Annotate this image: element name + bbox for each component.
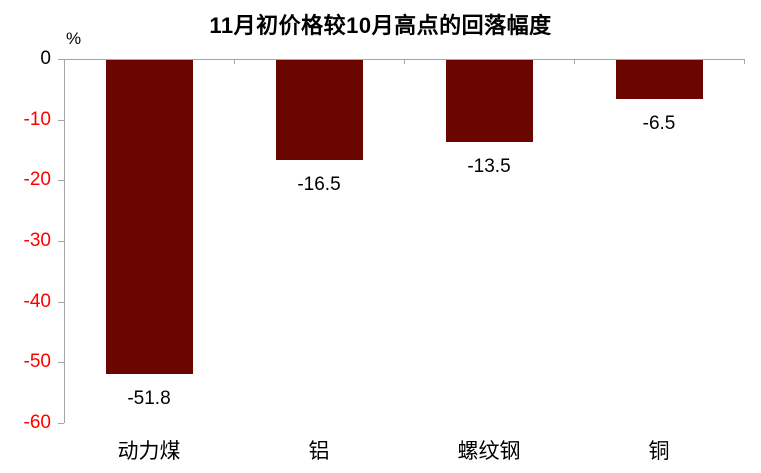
category-label: 铜 — [648, 440, 670, 463]
y-tick-label: -20 — [23, 169, 51, 190]
y-tick-mark — [58, 120, 64, 121]
y-tick-label: -50 — [23, 351, 51, 372]
y-tick-label: -60 — [23, 412, 51, 433]
y-tick-label: 0 — [40, 48, 51, 69]
y-tick-mark — [58, 180, 64, 181]
category-tick-mark — [744, 59, 745, 64]
bar-value-label: -16.5 — [297, 174, 341, 195]
chart-title: 11月初价格较10月高点的回落幅度 — [209, 13, 552, 38]
category-tick-mark — [234, 59, 235, 64]
bar-value-label: -51.8 — [127, 388, 171, 409]
zero-baseline — [58, 59, 744, 60]
bar-value-label: -13.5 — [467, 156, 511, 177]
y-tick-label: -40 — [23, 291, 51, 312]
category-label: 铝 — [308, 440, 330, 463]
y-tick-mark — [58, 302, 64, 303]
y-tick-mark — [58, 59, 64, 60]
y-tick-label: -10 — [23, 109, 51, 130]
y-axis-unit-label: % — [66, 29, 82, 48]
y-tick-mark — [58, 423, 64, 424]
category-label: 动力煤 — [117, 440, 181, 463]
bar — [446, 60, 533, 142]
bar — [616, 60, 703, 99]
category-label: 螺纹钢 — [457, 440, 521, 463]
bar-value-label: -6.5 — [642, 113, 676, 134]
y-axis-line — [64, 59, 65, 423]
y-tick-mark — [58, 241, 64, 242]
bar — [106, 60, 193, 374]
y-tick-label: -30 — [23, 230, 51, 251]
y-tick-mark — [58, 362, 64, 363]
category-tick-mark — [404, 59, 405, 64]
category-tick-mark — [574, 59, 575, 64]
bar — [276, 60, 363, 160]
